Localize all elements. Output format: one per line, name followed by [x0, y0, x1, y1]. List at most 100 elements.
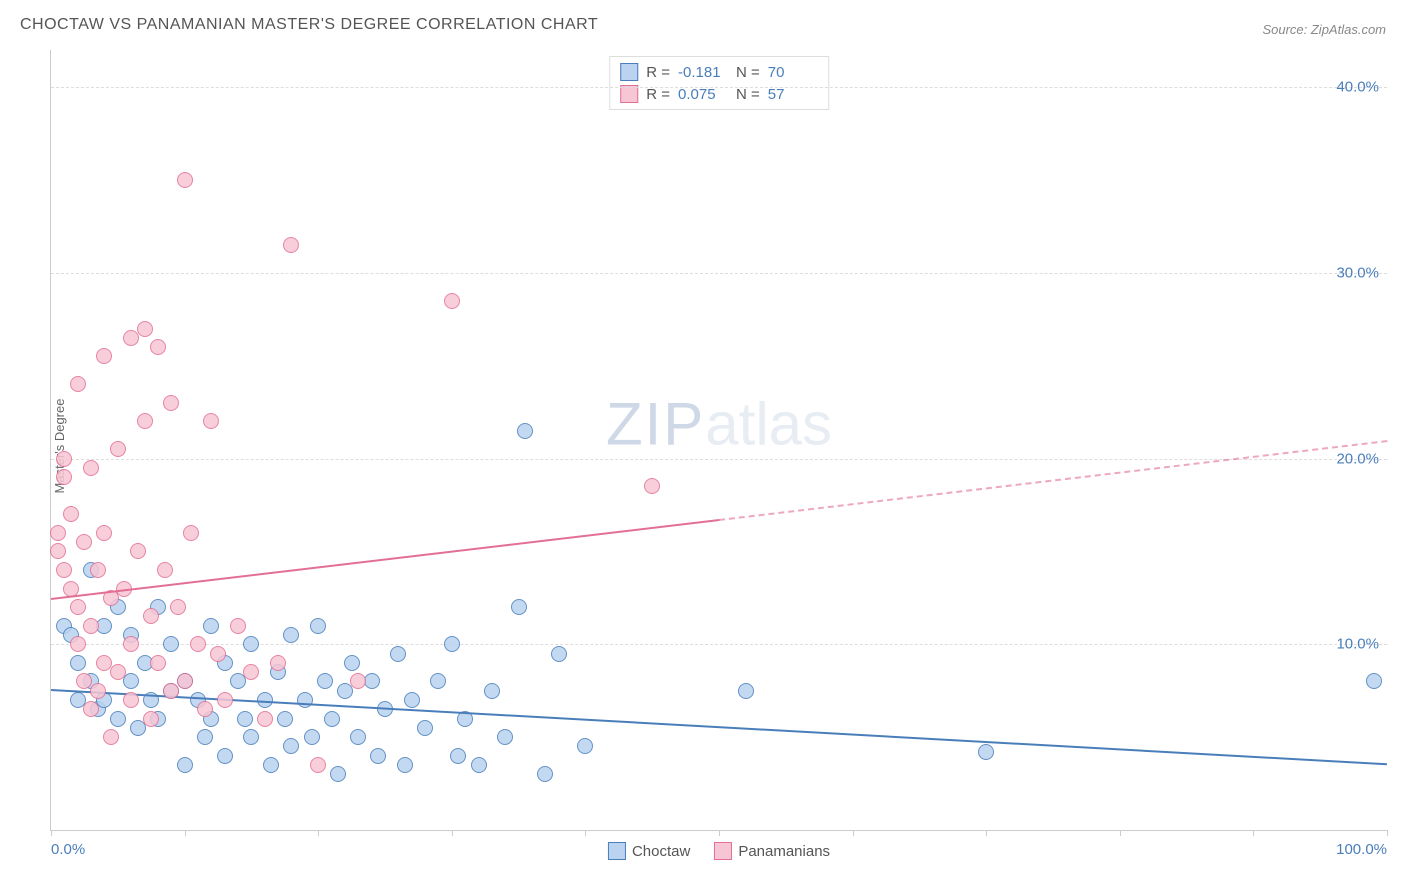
data-point: [517, 423, 533, 439]
scatter-plot: ZIPatlas R = -0.181 N = 70 R = 0.075 N =…: [50, 50, 1387, 831]
data-point: [210, 646, 226, 662]
data-point: [551, 646, 567, 662]
swatch-panamanians: [714, 842, 732, 860]
data-point: [350, 729, 366, 745]
data-point: [417, 720, 433, 736]
x-tick: [185, 830, 186, 836]
data-point: [56, 451, 72, 467]
x-tick-label-min: 0.0%: [51, 841, 85, 858]
data-point: [277, 711, 293, 727]
x-tick: [719, 830, 720, 836]
data-point: [197, 729, 213, 745]
swatch-choctaw: [620, 63, 638, 81]
data-point: [123, 636, 139, 652]
data-point: [90, 562, 106, 578]
source-label: Source: ZipAtlas.com: [1262, 22, 1386, 37]
data-point: [110, 664, 126, 680]
data-point: [511, 599, 527, 615]
y-tick-label: 40.0%: [1336, 79, 1379, 96]
data-point: [497, 729, 513, 745]
data-point: [283, 738, 299, 754]
data-point: [203, 413, 219, 429]
data-point: [310, 618, 326, 634]
data-point: [70, 655, 86, 671]
data-point: [270, 655, 286, 671]
data-point: [444, 636, 460, 652]
data-point: [471, 757, 487, 773]
data-point: [190, 636, 206, 652]
data-point: [577, 738, 593, 754]
data-point: [1366, 673, 1382, 689]
gridline: [51, 459, 1387, 460]
data-point: [96, 525, 112, 541]
data-point: [123, 673, 139, 689]
stats-legend: R = -0.181 N = 70 R = 0.075 N = 57: [609, 56, 829, 110]
swatch-choctaw: [608, 842, 626, 860]
data-point: [243, 636, 259, 652]
data-point: [450, 748, 466, 764]
y-tick-label: 10.0%: [1336, 636, 1379, 653]
data-point: [137, 413, 153, 429]
legend-label: Choctaw: [632, 843, 690, 860]
y-tick-label: 30.0%: [1336, 264, 1379, 281]
data-point: [177, 757, 193, 773]
data-point: [157, 562, 173, 578]
data-point: [397, 757, 413, 773]
x-tick: [51, 830, 52, 836]
gridline: [51, 273, 1387, 274]
data-point: [430, 673, 446, 689]
trend-line: [719, 440, 1387, 521]
data-point: [350, 673, 366, 689]
x-tick: [318, 830, 319, 836]
data-point: [143, 608, 159, 624]
data-point: [297, 692, 313, 708]
data-point: [70, 599, 86, 615]
data-point: [243, 664, 259, 680]
y-tick-label: 20.0%: [1336, 450, 1379, 467]
x-tick-label-max: 100.0%: [1336, 841, 1387, 858]
r-label: R =: [646, 64, 670, 81]
data-point: [344, 655, 360, 671]
data-point: [237, 711, 253, 727]
data-point: [56, 469, 72, 485]
data-point: [123, 692, 139, 708]
data-point: [738, 683, 754, 699]
data-point: [257, 711, 273, 727]
stats-row-choctaw: R = -0.181 N = 70: [620, 61, 818, 83]
data-point: [50, 525, 66, 541]
data-point: [90, 683, 106, 699]
r-value-choctaw: -0.181: [678, 64, 728, 81]
data-point: [330, 766, 346, 782]
data-point: [150, 655, 166, 671]
legend-item-choctaw: Choctaw: [608, 842, 690, 860]
data-point: [217, 748, 233, 764]
data-point: [230, 618, 246, 634]
data-point: [130, 543, 146, 559]
data-point: [83, 460, 99, 476]
n-label: N =: [736, 64, 760, 81]
data-point: [70, 376, 86, 392]
data-point: [217, 692, 233, 708]
data-point: [163, 395, 179, 411]
data-point: [304, 729, 320, 745]
data-point: [137, 321, 153, 337]
data-point: [110, 711, 126, 727]
series-legend: Choctaw Panamanians: [608, 842, 830, 860]
data-point: [183, 525, 199, 541]
data-point: [63, 506, 79, 522]
gridline: [51, 87, 1387, 88]
x-tick: [986, 830, 987, 836]
data-point: [978, 744, 994, 760]
data-point: [243, 729, 259, 745]
watermark: ZIPatlas: [606, 390, 832, 459]
data-point: [76, 534, 92, 550]
data-point: [444, 293, 460, 309]
chart-title: CHOCTAW VS PANAMANIAN MASTER'S DEGREE CO…: [20, 16, 598, 34]
n-value-choctaw: 70: [768, 64, 818, 81]
x-tick: [853, 830, 854, 836]
data-point: [263, 757, 279, 773]
data-point: [143, 711, 159, 727]
data-point: [317, 673, 333, 689]
data-point: [170, 599, 186, 615]
data-point: [283, 237, 299, 253]
